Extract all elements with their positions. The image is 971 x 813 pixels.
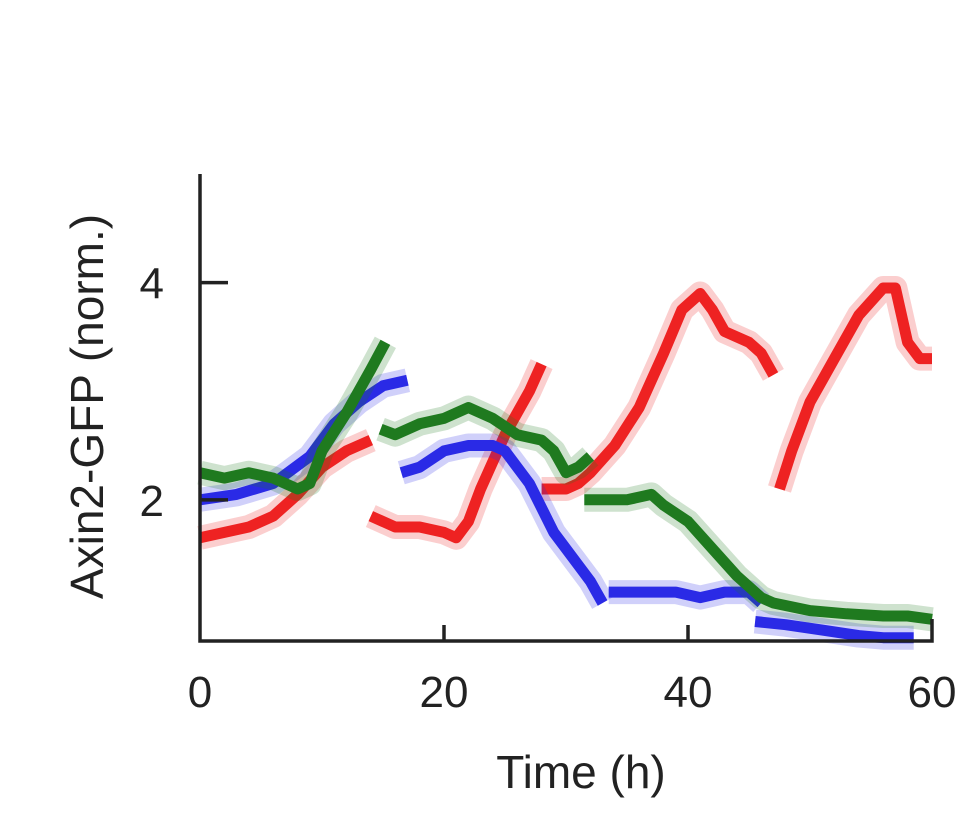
green-series-line-2	[378, 402, 595, 479]
axis-frame	[198, 174, 934, 643]
series-traces	[197, 276, 934, 650]
x-tick-label-20: 20	[420, 668, 469, 717]
red-series-line-4	[774, 282, 932, 491]
blue-series-line-4	[754, 616, 914, 644]
blue-series-line-2	[399, 440, 608, 606]
y-tick-label-2: 2	[140, 477, 164, 526]
red-series-line-3	[541, 288, 779, 495]
y-tick-label-4: 4	[140, 260, 164, 309]
blue-series-line-3	[608, 586, 765, 608]
y-axis-title: Axin2-GFP (norm.)	[61, 214, 113, 599]
x-axis-title: Time (h)	[496, 746, 666, 798]
red-series-line-1	[198, 435, 374, 544]
blue-series-line-1	[199, 374, 409, 506]
x-tick-label-0: 0	[188, 668, 212, 717]
green-series-line-1	[198, 339, 391, 495]
axes: 0 20 40 60 2 4	[140, 174, 957, 717]
green-series-line-3	[584, 488, 933, 625]
red-series-line-2	[368, 361, 547, 544]
x-tick-label-40: 40	[664, 668, 713, 717]
x-tick-label-60: 60	[908, 668, 957, 717]
